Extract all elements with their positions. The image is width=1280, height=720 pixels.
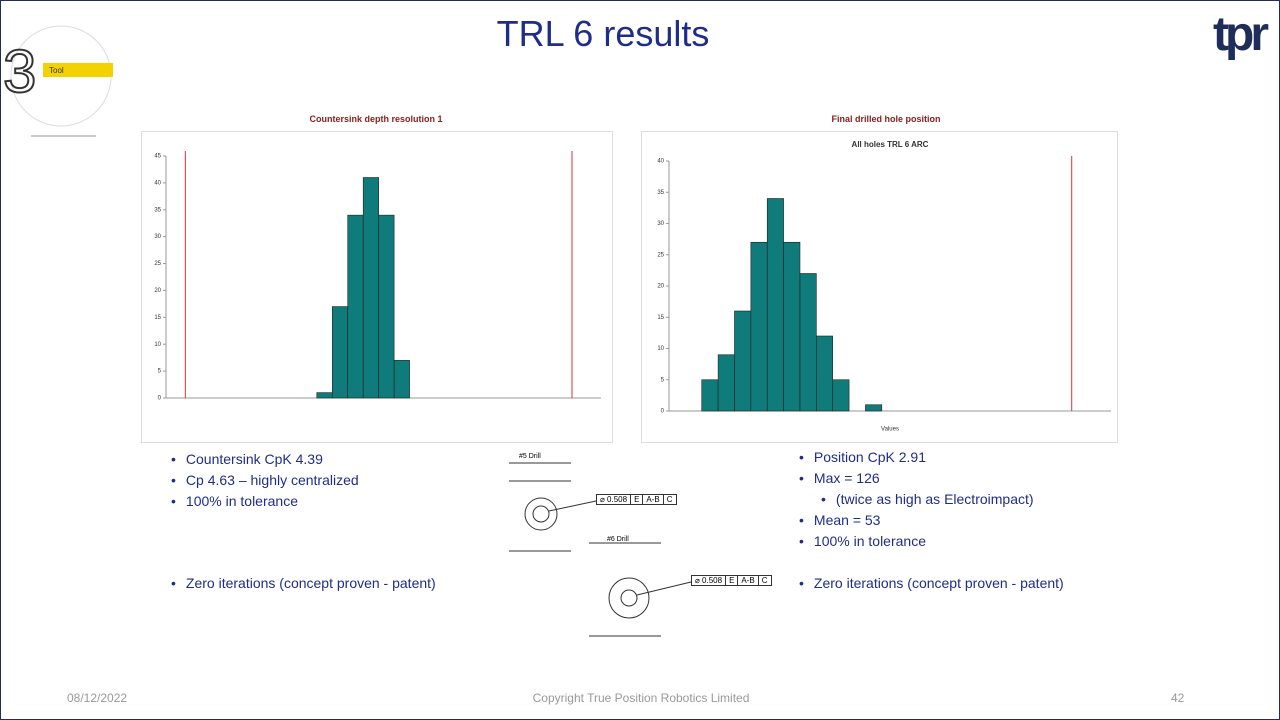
y-tick-label: 0 — [158, 396, 162, 402]
y-tick-label: 35 — [154, 207, 161, 213]
bullet-list: Zero iterations (concept proven - patent… — [171, 573, 436, 594]
y-tick-label: 10 — [657, 346, 664, 352]
bar — [865, 404, 883, 412]
leader — [636, 581, 692, 596]
bullet-list: Zero iterations (concept proven - patent… — [799, 573, 1064, 594]
bar — [799, 273, 817, 412]
x-axis-label: Values — [881, 427, 899, 433]
logo-right: tpr — [1213, 8, 1269, 61]
drill-label: #5 Drill — [519, 453, 541, 460]
frame-cell: A-B — [738, 576, 759, 585]
footer-copyright: Copyright True Position Robotics Limited — [532, 691, 750, 705]
y-tick-label: 25 — [154, 261, 161, 267]
tolerance-frame: ⌀ 0.508 E A-B C — [596, 494, 677, 505]
bar — [393, 360, 410, 399]
y-tick-label: 0 — [661, 409, 665, 415]
bar — [362, 177, 379, 399]
drill-diagrams — [509, 462, 692, 637]
hole — [620, 589, 638, 607]
logo-band — [43, 63, 113, 77]
bar — [816, 335, 834, 412]
chart-frame — [141, 131, 613, 443]
hole — [532, 505, 550, 523]
frame-cell: A-B — [643, 495, 664, 504]
leader — [548, 500, 597, 512]
bar — [701, 379, 719, 412]
drill-label: #6 Drill — [607, 536, 629, 543]
bar — [734, 310, 752, 412]
y-tick-label: 5 — [661, 377, 665, 383]
y-tick-label: 35 — [657, 190, 664, 196]
y-tick-label: 20 — [657, 284, 664, 290]
bullet: Zero iterations (concept proven - patent… — [171, 573, 436, 594]
footer-page: 42 — [1171, 691, 1185, 705]
y-tick-label: 15 — [154, 315, 161, 321]
y-tick-label: 30 — [657, 221, 664, 227]
frame-cell: C — [761, 576, 768, 585]
chart-frame — [641, 131, 1118, 443]
logo-left: 3 Tool — [2, 25, 113, 137]
frame-cell: ⌀ 0.508 — [692, 576, 727, 585]
chart-caption: Countersink depth resolution 1 — [309, 114, 443, 124]
y-tick-label: 30 — [154, 234, 161, 240]
bullet: Countersink CpK 4.39 — [171, 449, 359, 470]
hole — [608, 577, 650, 619]
hole — [524, 497, 558, 531]
bullet-list: Countersink CpK 4.39 Cp 4.63 – highly ce… — [171, 449, 359, 512]
bar — [783, 241, 801, 412]
y-tick-label: 5 — [158, 369, 162, 375]
chart-title: All holes TRL 6 ARC — [852, 140, 929, 149]
sub-bullet: (twice as high as Electroimpact) — [821, 489, 1034, 510]
bullet: Position CpK 2.91 — [799, 447, 1034, 468]
y-tick-label: 25 — [657, 252, 664, 258]
logo-digit-shape: 3 — [3, 38, 36, 105]
y-tick-label: 15 — [657, 315, 664, 321]
y-tick-label: 20 — [154, 288, 161, 294]
y-tick-label: 45 — [154, 154, 161, 160]
frame-cell: E — [726, 576, 739, 585]
bar — [717, 354, 735, 412]
slide-title: TRL 6 results — [496, 13, 710, 54]
frame-cell: ⌀ 0.508 — [597, 495, 632, 504]
bullet: 100% in tolerance — [171, 491, 359, 512]
bullet: 100% in tolerance — [799, 531, 1034, 552]
chart-caption: Final drilled hole position — [831, 114, 941, 124]
y-tick-label: 10 — [154, 342, 161, 348]
y-tick-label: 40 — [154, 180, 161, 186]
tolerance-frame: ⌀ 0.508 E A-B C — [691, 575, 772, 586]
bullet: Cp 4.63 – highly centralized — [171, 470, 359, 491]
bar — [378, 214, 395, 399]
bullet: Zero iterations (concept proven - patent… — [799, 573, 1064, 594]
bullet: Mean = 53 — [799, 510, 1034, 531]
bar — [347, 214, 364, 399]
bar — [750, 241, 768, 412]
bar — [832, 379, 850, 412]
bullet: Max = 126 — [799, 468, 1034, 489]
bar — [331, 306, 349, 399]
bar — [316, 392, 333, 399]
frame-cell: C — [666, 495, 673, 504]
bullet-list: Position CpK 2.91 Max = 126 (twice as hi… — [799, 447, 1034, 552]
frame-cell: E — [631, 495, 644, 504]
logo-text: Tool — [49, 66, 64, 75]
y-tick-label: 40 — [657, 159, 664, 165]
footer-date: 08/12/2022 — [67, 691, 128, 705]
charts: 0 5 10 15 20 25 30 35 40 45 0 5 10 15 20 25 30 35 40 All ho… — [154, 140, 1111, 433]
bar — [766, 198, 784, 412]
